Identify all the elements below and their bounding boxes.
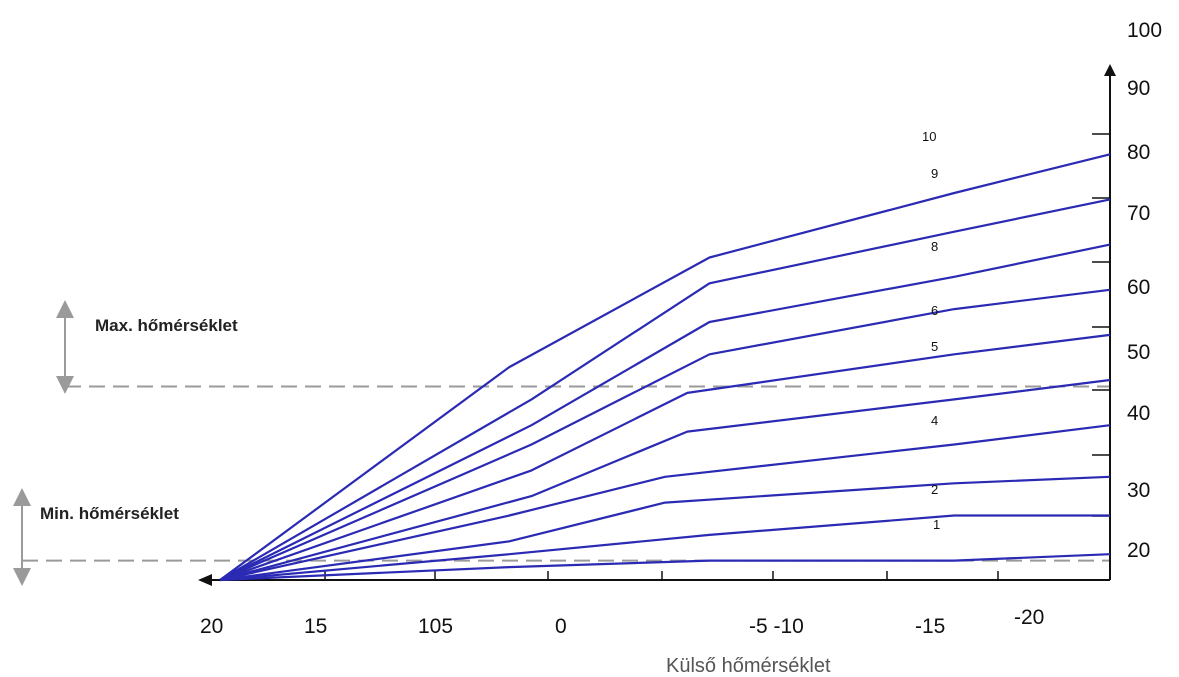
x-tick-label: -5 -10 [749,615,804,638]
heating-curve-line [219,514,1110,582]
heating-curve-line [219,198,1111,581]
y-tick-label: 60 [1127,276,1150,299]
curve-label: 2 [931,482,938,497]
y-axis-tick-labels: 100 90 80 70 60 50 40 30 20 [1127,19,1162,562]
heating-curve-line [219,553,1111,582]
max-temperature-indicator: Max. hőmérséklet [56,300,238,394]
y-tick-label: 20 [1127,539,1150,562]
curve-label: 10 [922,129,936,144]
x-tick-label: 105 [418,615,453,638]
heating-curve-line [219,153,1111,581]
y-tick-label: 30 [1127,479,1150,502]
limit-lines [22,385,1110,562]
curve-label: 9 [931,166,938,181]
curve-label: 5 [931,339,938,354]
min-temperature-label: Min. hőmérséklet [40,504,179,523]
arrow-down-icon [13,568,31,586]
arrow-up-icon [13,488,31,506]
y-tick-label: 40 [1127,402,1150,425]
heating-curve-line [219,243,1111,581]
y-tick-label: 80 [1127,141,1150,164]
x-tick-label: 15 [304,615,327,638]
curve-label: 8 [931,239,938,254]
axes [198,64,1116,586]
min-temperature-indicator: Min. hőmérséklet [13,488,179,586]
arrow-up-icon [56,300,74,318]
curve-label: 4 [931,413,938,428]
curve-number-labels: 10 9 8 6 5 4 2 1 [922,129,940,532]
x-axis-ticks [324,571,999,580]
heating-curves [219,153,1111,582]
y-tick-label: 70 [1127,202,1150,225]
y-tick-label: 90 [1127,77,1150,100]
max-temperature-label: Max. hőmérséklet [95,316,238,335]
x-tick-label: 0 [555,615,567,638]
heating-curve-line [219,333,1111,582]
heating-curve-line [219,378,1111,582]
arrow-down-icon [56,376,74,394]
x-axis-arrow-icon [198,574,212,586]
x-axis-title: Külső hőmérséklet [666,655,831,677]
curve-label: 1 [933,517,940,532]
heating-curve-line [219,424,1111,582]
heating-curve-line [219,288,1111,582]
y-tick-label: 50 [1127,341,1150,364]
x-tick-label: -20 [1014,606,1044,629]
y-axis-arrow-icon [1104,64,1116,76]
x-tick-label: -15 [915,615,945,638]
y-tick-label: 100 [1127,19,1162,42]
x-axis-tick-labels: 20 15 105 0 -5 -10 -15 -20 [200,606,1044,638]
y-axis-ticks [1092,133,1110,517]
curve-label: 6 [931,303,938,318]
heating-curve-line [219,475,1111,582]
x-tick-label: 20 [200,615,223,638]
